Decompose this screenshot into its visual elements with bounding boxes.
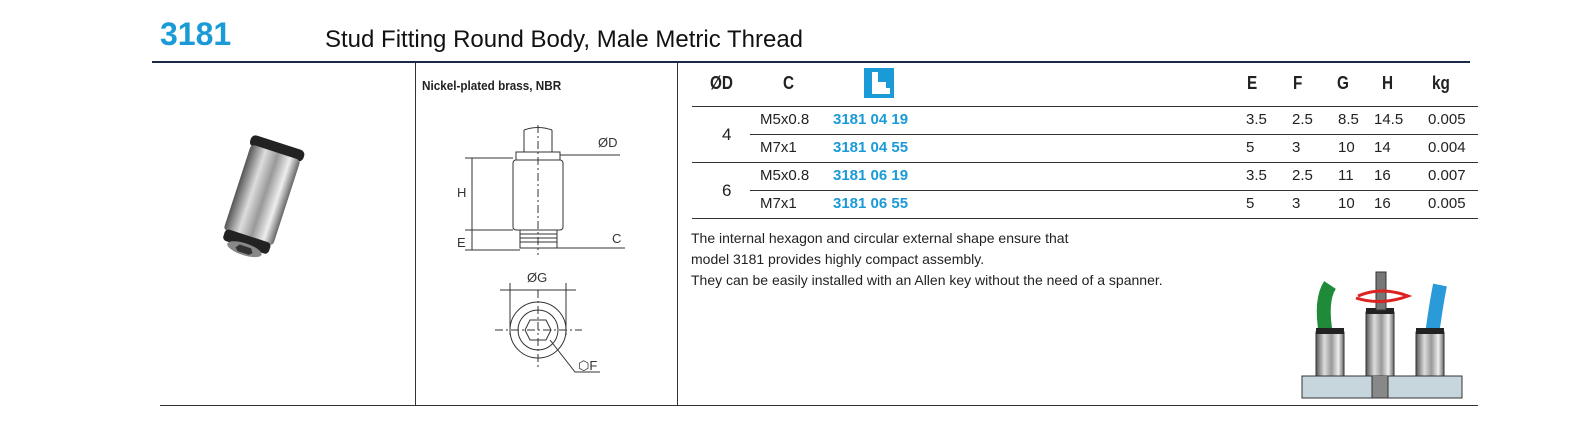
label-e: E xyxy=(457,235,466,250)
cell: 16 xyxy=(1374,167,1391,184)
product-photo xyxy=(223,135,305,258)
label-g: ØG xyxy=(527,270,547,285)
article-code: 3181 06 19 xyxy=(833,167,909,184)
cell: 0.005 xyxy=(1428,195,1466,212)
cell: 3.5 xyxy=(1246,111,1267,128)
diameter-cell: 6 xyxy=(722,181,732,200)
label-d: ØD xyxy=(598,135,618,150)
allen-key-illustration xyxy=(1301,271,1463,399)
cell: 8.5 xyxy=(1338,111,1359,128)
cell: M5x0.8 xyxy=(760,111,810,128)
rule xyxy=(692,106,1478,107)
cell: 3 xyxy=(1292,195,1301,212)
cell: M7x1 xyxy=(760,195,797,212)
description-line: model 3181 provides highly compact assem… xyxy=(691,251,985,267)
rule xyxy=(692,162,1478,163)
label-f: ⬡F xyxy=(578,358,597,373)
cell: 0.005 xyxy=(1428,111,1466,128)
description-line: The internal hexagon and circular extern… xyxy=(691,230,1069,246)
cell: 11 xyxy=(1338,167,1354,184)
description-line: They can be easily installed with an All… xyxy=(691,272,1163,288)
product-title: Stud Fitting Round Body, Male Metric Thr… xyxy=(325,26,804,53)
cell: 5 xyxy=(1246,195,1255,212)
header-cell: H xyxy=(1382,73,1394,93)
header-cell: E xyxy=(1247,73,1258,93)
header-cell: ØD xyxy=(710,73,733,93)
cell: 0.004 xyxy=(1428,139,1466,156)
rule xyxy=(160,405,1478,406)
header-cell: F xyxy=(1293,73,1303,93)
material: Nickel-plated brass, NBR xyxy=(422,78,562,93)
rule xyxy=(750,190,1478,191)
article-code: 3181 04 19 xyxy=(833,111,909,128)
header-cell: G xyxy=(1337,73,1349,93)
rule xyxy=(152,61,1470,63)
cell: 10 xyxy=(1338,195,1355,212)
rule xyxy=(692,218,1478,219)
article-code: 3181 04 55 xyxy=(833,139,909,156)
product-code: 3181 xyxy=(160,16,232,52)
cell: 5 xyxy=(1246,139,1255,156)
cell: 16 xyxy=(1374,195,1391,212)
article-code: 3181 06 55 xyxy=(833,195,909,212)
cell: 2.5 xyxy=(1292,111,1313,128)
header-cell: C xyxy=(783,73,795,93)
cell: M7x1 xyxy=(760,139,797,156)
divider xyxy=(415,63,416,405)
cell: 10 xyxy=(1338,139,1355,156)
header-cell: kg xyxy=(1432,73,1450,93)
cell: 0.007 xyxy=(1428,167,1466,184)
cell: 14.5 xyxy=(1374,111,1404,128)
technical-drawing xyxy=(465,125,625,373)
label-c: C xyxy=(612,231,621,246)
cell: 14 xyxy=(1374,139,1391,156)
cell: 3 xyxy=(1292,139,1301,156)
cell: 3.5 xyxy=(1246,167,1267,184)
label-h: H xyxy=(457,185,466,200)
rule xyxy=(750,134,1478,135)
diameter-cell: 4 xyxy=(722,125,732,144)
code-icon xyxy=(864,68,894,98)
cell: 2.5 xyxy=(1292,167,1313,184)
divider xyxy=(677,63,678,405)
cell: M5x0.8 xyxy=(760,167,810,184)
